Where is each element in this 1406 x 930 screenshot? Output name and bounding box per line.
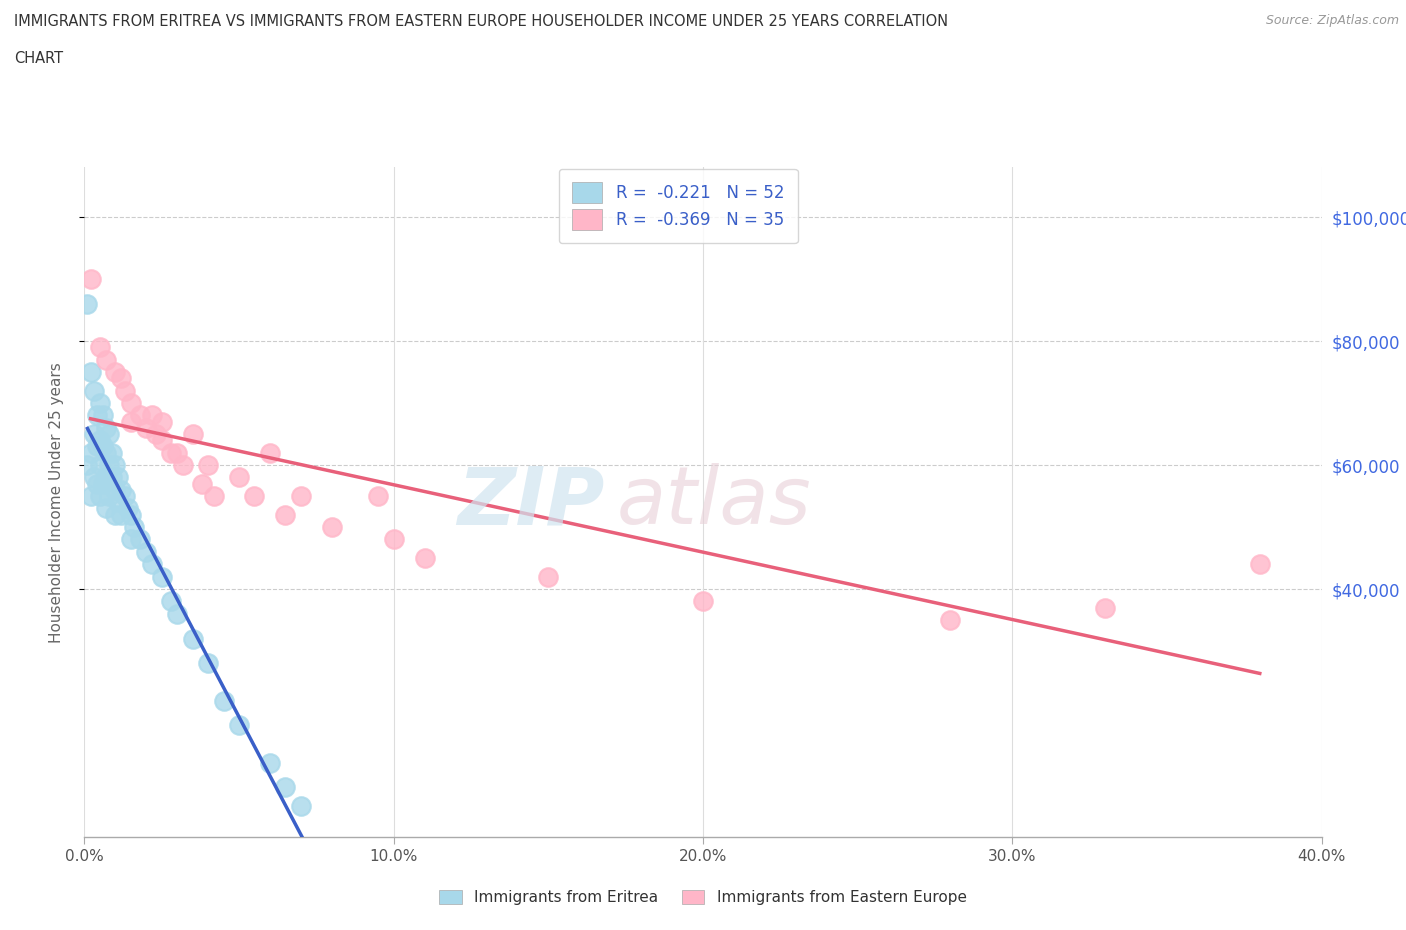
Point: [129, 408, 152, 423]
Point: [104, 365, 127, 379]
Point: [107, 470, 129, 485]
Point: [76, 458, 98, 472]
Text: atlas: atlas: [616, 463, 811, 541]
Text: Source: ZipAtlas.com: Source: ZipAtlas.com: [1265, 14, 1399, 27]
Point: [145, 427, 167, 442]
Point: [274, 507, 297, 522]
Point: [120, 414, 142, 429]
Point: [166, 606, 188, 621]
Point: [83, 470, 105, 485]
Point: [79, 445, 101, 460]
Point: [98, 427, 121, 442]
Point: [150, 414, 173, 429]
Point: [114, 383, 136, 398]
Point: [104, 507, 127, 522]
Point: [94, 352, 117, 367]
Point: [290, 488, 312, 503]
Point: [104, 458, 127, 472]
Point: [243, 488, 266, 503]
Point: [228, 470, 250, 485]
Point: [117, 501, 139, 516]
Text: CHART: CHART: [14, 51, 63, 66]
Point: [83, 427, 105, 442]
Point: [110, 483, 132, 498]
Point: [274, 780, 297, 795]
Point: [197, 656, 219, 671]
Point: [172, 458, 194, 472]
Point: [135, 544, 157, 559]
Point: [141, 408, 163, 423]
Point: [86, 439, 108, 454]
Point: [79, 272, 101, 286]
Y-axis label: Householder Income Under 25 years: Householder Income Under 25 years: [49, 362, 63, 643]
Point: [94, 445, 117, 460]
Point: [114, 488, 136, 503]
Point: [181, 427, 204, 442]
Point: [110, 371, 132, 386]
Point: [94, 501, 117, 516]
Point: [120, 395, 142, 410]
Text: IMMIGRANTS FROM ERITREA VS IMMIGRANTS FROM EASTERN EUROPE HOUSEHOLDER INCOME UND: IMMIGRANTS FROM ERITREA VS IMMIGRANTS FR…: [14, 14, 948, 29]
Point: [107, 495, 129, 510]
Point: [290, 799, 312, 814]
Point: [212, 693, 235, 708]
Point: [191, 476, 214, 491]
Point: [197, 458, 219, 472]
Point: [181, 631, 204, 646]
Point: [98, 458, 121, 472]
Legend: Immigrants from Eritrea, Immigrants from Eastern Europe: Immigrants from Eritrea, Immigrants from…: [432, 883, 974, 913]
Point: [91, 408, 114, 423]
Point: [83, 383, 105, 398]
Point: [413, 551, 436, 565]
Point: [89, 458, 111, 472]
Point: [1094, 600, 1116, 615]
Point: [537, 569, 560, 584]
Point: [150, 569, 173, 584]
Point: [166, 445, 188, 460]
Point: [135, 420, 157, 435]
Point: [120, 507, 142, 522]
Point: [89, 432, 111, 447]
Point: [1249, 557, 1271, 572]
Legend: R =  -0.221   N = 52, R =  -0.369   N = 35: R = -0.221 N = 52, R = -0.369 N = 35: [560, 169, 797, 243]
Point: [86, 408, 108, 423]
Point: [129, 532, 152, 547]
Point: [692, 594, 714, 609]
Point: [110, 507, 132, 522]
Point: [91, 439, 114, 454]
Text: ZIP: ZIP: [457, 463, 605, 541]
Point: [259, 755, 281, 770]
Point: [367, 488, 389, 503]
Point: [101, 470, 124, 485]
Point: [104, 483, 127, 498]
Point: [76, 297, 98, 312]
Point: [86, 476, 108, 491]
Point: [79, 488, 101, 503]
Point: [321, 520, 343, 535]
Point: [94, 420, 117, 435]
Point: [89, 339, 111, 354]
Point: [202, 488, 225, 503]
Point: [160, 594, 183, 609]
Point: [120, 532, 142, 547]
Point: [259, 445, 281, 460]
Point: [228, 718, 250, 733]
Point: [382, 532, 405, 547]
Point: [141, 557, 163, 572]
Point: [79, 365, 101, 379]
Point: [89, 488, 111, 503]
Point: [101, 445, 124, 460]
Point: [94, 470, 117, 485]
Point: [91, 476, 114, 491]
Point: [122, 520, 145, 535]
Point: [939, 613, 962, 628]
Point: [150, 432, 173, 447]
Point: [98, 488, 121, 503]
Point: [160, 445, 183, 460]
Point: [89, 395, 111, 410]
